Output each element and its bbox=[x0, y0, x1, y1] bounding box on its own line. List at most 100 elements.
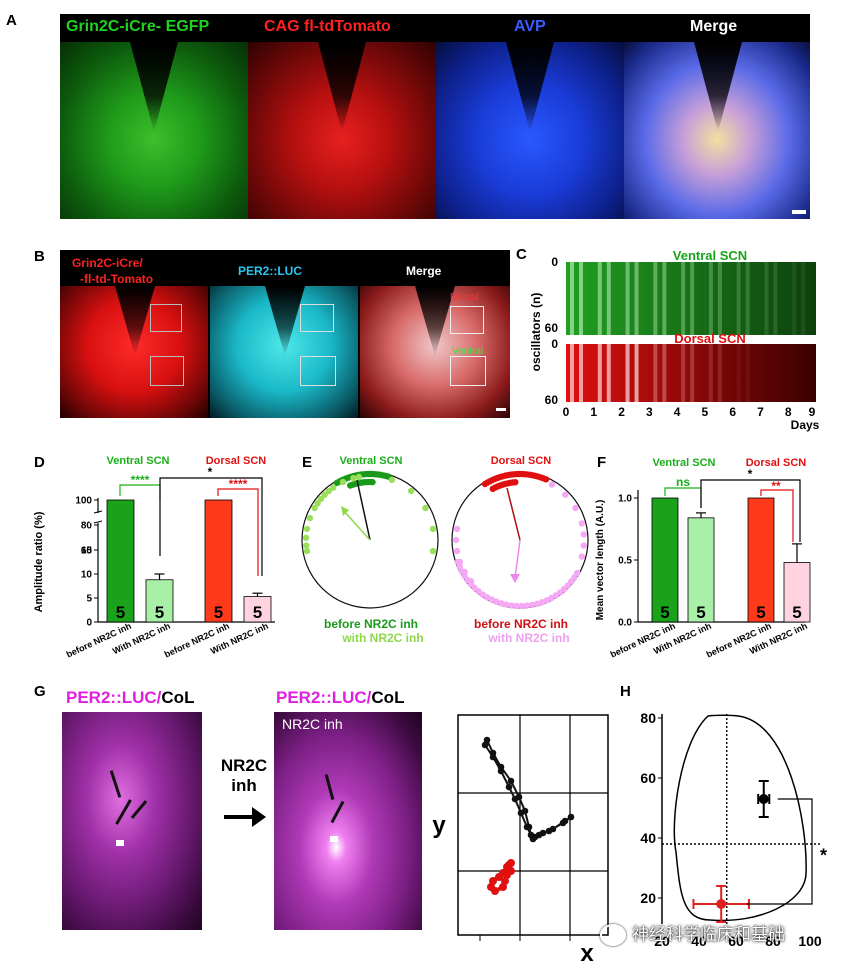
g-img2-title: PER2::LUC/CoL bbox=[276, 688, 405, 707]
panel-f-chart: Ventral SCN Dorsal SCN Mean vector lengt… bbox=[595, 457, 811, 660]
h-sig-bracket bbox=[747, 798, 813, 905]
dorsal-with-dot bbox=[533, 600, 541, 607]
f-dorsal-sig-bracket bbox=[760, 489, 794, 542]
f-ventral-title: Ventral SCN bbox=[653, 457, 716, 469]
d-ytick-100: 100 bbox=[75, 496, 92, 507]
e-legend-ventral-with: with NR2C inh bbox=[341, 631, 423, 645]
panel-h-chart: 20 40 60 80 20 40 60 80 100 * bbox=[640, 710, 827, 949]
d-bar-n-3: 5 bbox=[253, 603, 262, 622]
panel-label-c: C bbox=[516, 246, 527, 263]
dorsal-roi-box bbox=[150, 304, 182, 332]
dorsal-with-vector bbox=[514, 539, 521, 579]
d-ventral-sig: **** bbox=[131, 473, 150, 487]
ventral-with-dot bbox=[330, 484, 337, 491]
d-ylabel: Amplitude ratio (%) bbox=[33, 511, 45, 612]
d-between-sig: * bbox=[208, 465, 213, 479]
g-trajectory-point-before bbox=[523, 823, 531, 831]
h-ytick-60: 60 bbox=[640, 770, 656, 786]
g-trajectory-point-after bbox=[507, 859, 515, 867]
h-ytick-20: 20 bbox=[640, 890, 656, 906]
d-bar-1 bbox=[145, 579, 174, 623]
dorsal-before-dot bbox=[512, 479, 519, 486]
d-dorsal-sig: **** bbox=[229, 477, 248, 491]
panel-label-f: F bbox=[597, 454, 607, 471]
d-ventral-sig-bracket bbox=[119, 484, 161, 500]
d-ytick-0: 0 bbox=[86, 618, 92, 629]
ventral-with-dot bbox=[303, 542, 310, 549]
g-trajectory-point-before bbox=[505, 783, 513, 791]
g-trajectory-point-after bbox=[489, 877, 497, 885]
dorsal-before-dot bbox=[542, 476, 550, 483]
ventral-with-vector bbox=[342, 509, 371, 541]
c-ytick-bottom-0: 0 bbox=[551, 337, 558, 351]
ventral-with-dot bbox=[325, 487, 333, 495]
ventral-with-dot bbox=[303, 525, 311, 533]
dorsal-with-dot bbox=[548, 481, 556, 488]
d-ytick-15: 15 bbox=[81, 546, 93, 557]
f-ytick-0.0: 0.0 bbox=[618, 618, 632, 629]
panel-c-dorsal-title: Dorsal SCN bbox=[674, 331, 746, 346]
f-ytick-0.5: 0.5 bbox=[618, 556, 632, 567]
dorsal-with-dot bbox=[456, 563, 463, 570]
f-ytick-1.0: 1.0 bbox=[618, 494, 632, 505]
f-bar-n-3: 5 bbox=[792, 603, 801, 622]
f-bar-n-0: 5 bbox=[660, 603, 669, 622]
dorsal-before-vector bbox=[506, 487, 521, 541]
dorsal-with-dot bbox=[513, 602, 520, 610]
d-dorsal-sig-bracket bbox=[217, 488, 259, 576]
c-xtick-9: 9 bbox=[809, 405, 816, 419]
g-trajectory-point-before bbox=[481, 741, 489, 749]
f-bar-1 bbox=[687, 517, 715, 623]
wechat-icon bbox=[600, 924, 626, 946]
panel-a-image-strip: Grin2C-iCre- EGFP CAG fl-tdTomato AVP Me… bbox=[60, 14, 810, 219]
c-xtick-7: 7 bbox=[757, 405, 764, 419]
dorsal-with-dot bbox=[453, 547, 461, 555]
f-bar-2 bbox=[747, 497, 775, 623]
ventral-with-dot bbox=[303, 547, 311, 555]
panel-b-title1-line1: Grin2C-iCre/ bbox=[72, 256, 143, 270]
dorsal-label: Dorsal bbox=[450, 292, 479, 303]
c-xtick-8: 8 bbox=[785, 405, 792, 419]
panel-g-image-before bbox=[62, 712, 202, 930]
e-legend-dorsal-before: before NR2C inh bbox=[474, 617, 568, 631]
c-xlabel: Days bbox=[791, 418, 820, 432]
e-ventral-title: Ventral SCN bbox=[340, 455, 403, 467]
d-bar-n-2: 5 bbox=[214, 603, 223, 622]
g-trajectory-point-after bbox=[499, 883, 507, 891]
c-ytick-top-0: 0 bbox=[551, 255, 558, 269]
h-envelope bbox=[673, 714, 807, 922]
g-trajectory-point-before bbox=[567, 813, 575, 821]
ventral-with-dot bbox=[407, 487, 415, 495]
g-ylabel: y bbox=[432, 812, 446, 839]
ventral-with-dot bbox=[321, 491, 328, 498]
panel-label-h: H bbox=[620, 683, 631, 700]
panel-e-circular-plots: Ventral SCN Dorsal SCN before NR2C inh w… bbox=[301, 455, 589, 645]
g-trajectory-point-before bbox=[511, 795, 519, 803]
ventral-with-dot bbox=[355, 473, 363, 481]
panel-label-e: E bbox=[302, 454, 313, 471]
d-ytick-80: 80 bbox=[81, 521, 93, 532]
dorsal-with-dot bbox=[456, 558, 464, 566]
g-trajectory-point-before bbox=[497, 767, 505, 775]
ventral-before-vector bbox=[356, 479, 371, 541]
c-xtick-1: 1 bbox=[590, 405, 597, 419]
ventral-with-dot bbox=[429, 525, 437, 533]
e-legend-ventral-before: before NR2C inh bbox=[324, 617, 418, 631]
dorsal-with-dot bbox=[461, 568, 468, 576]
panel-label-d: D bbox=[34, 454, 45, 471]
g-trajectory-point-before bbox=[559, 819, 567, 827]
e-dorsal-title: Dorsal SCN bbox=[491, 455, 552, 467]
ventral-with-dot bbox=[306, 514, 314, 522]
f-bar-n-2: 5 bbox=[756, 603, 765, 622]
h-point-1 bbox=[716, 899, 727, 909]
dorsal-with-dot bbox=[453, 525, 461, 533]
c-xtick-2: 2 bbox=[618, 405, 625, 419]
panel-b-title-merge: Merge bbox=[406, 264, 442, 278]
dorsal-with-dot bbox=[498, 600, 505, 607]
g-trajectory-point-before bbox=[529, 835, 537, 843]
g-trajectory-point-before bbox=[535, 831, 543, 839]
h-xtick-60: 60 bbox=[728, 933, 744, 949]
panel-b-title-per2luc: PER2::LUC bbox=[238, 264, 303, 278]
h-ytick-40: 40 bbox=[640, 830, 656, 846]
f-dorsal-sig: ** bbox=[771, 479, 781, 493]
